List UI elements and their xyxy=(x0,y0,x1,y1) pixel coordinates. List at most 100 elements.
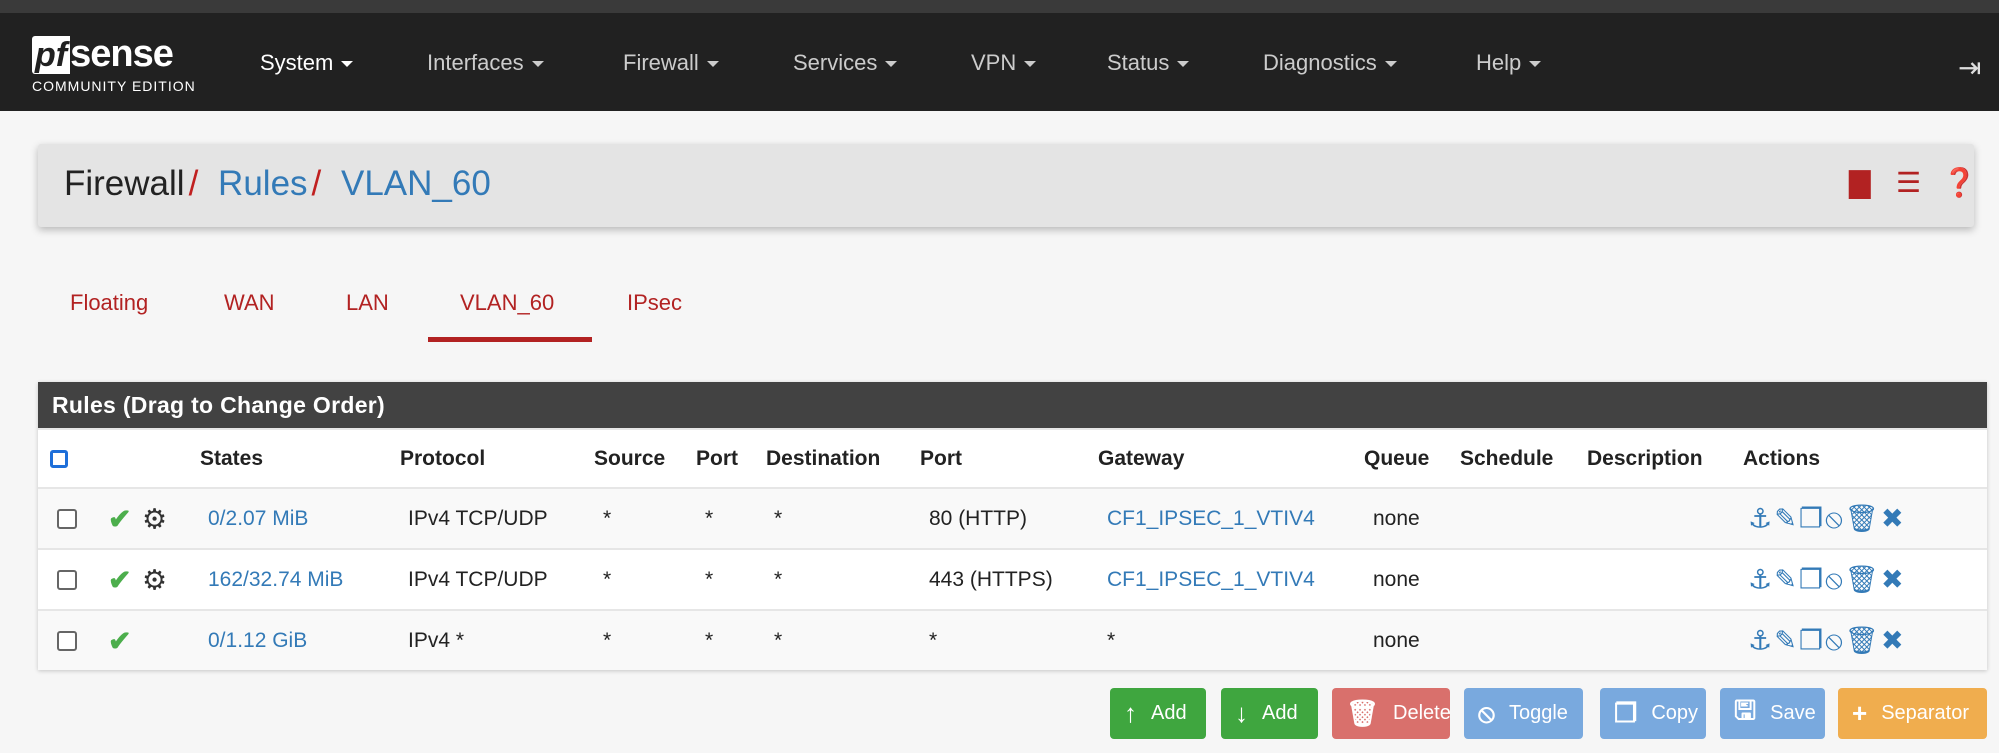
source: * xyxy=(603,506,612,530)
nav-diagnostics[interactable]: Diagnostics xyxy=(1263,50,1397,76)
nav-vpn[interactable]: VPN xyxy=(971,50,1037,76)
states-link[interactable]: 162/32.74 MiB xyxy=(208,567,344,591)
destination-port: 443 (HTTPS) xyxy=(929,567,1053,591)
select-all-checkbox[interactable] xyxy=(50,449,68,468)
queue: none xyxy=(1373,628,1420,652)
gear-icon[interactable]: ⚙ xyxy=(142,503,168,534)
source-port: * xyxy=(705,506,714,530)
list-icon[interactable]: ☰ xyxy=(1896,167,1922,198)
header-source-port: Port xyxy=(696,446,738,470)
nav-interfaces[interactable]: Interfaces xyxy=(427,50,544,76)
header-queue: Queue xyxy=(1364,446,1430,470)
save-button[interactable]: 🖫︎ Save xyxy=(1720,688,1825,739)
nav-help[interactable]: Help xyxy=(1476,50,1542,76)
protocol: IPv4 TCP/UDP xyxy=(408,567,548,591)
pencil-icon[interactable]: ✎ xyxy=(1774,503,1799,533)
ban-icon[interactable]: ⦸ xyxy=(1825,625,1845,655)
tab-vlan60[interactable]: VLAN_60 xyxy=(460,290,555,315)
anchor-icon[interactable]: ⚓︎ xyxy=(1748,625,1775,655)
destination: * xyxy=(774,506,783,530)
row-checkbox[interactable] xyxy=(57,630,77,651)
pencil-icon[interactable]: ✎ xyxy=(1774,564,1799,594)
queue: none xyxy=(1373,506,1420,530)
copy-icon[interactable]: ❐ xyxy=(1798,564,1826,594)
table-row[interactable]: ✔ 0/1.12 GiB IPv4 * * * * * * none ⚓︎✎❐⦸… xyxy=(38,609,1987,670)
row-actions: ⚓︎✎❐⦸🗑︎✖ xyxy=(1748,563,1906,596)
arrow-up-icon: ↑ xyxy=(1124,698,1137,728)
chart-icon[interactable]: ▇ xyxy=(1849,167,1871,198)
header-gateway: Gateway xyxy=(1098,446,1185,470)
nav-system[interactable]: System xyxy=(260,50,354,76)
destination-port: * xyxy=(929,628,938,652)
pencil-icon[interactable]: ✎ xyxy=(1774,625,1799,655)
caret-down-icon xyxy=(1024,61,1037,68)
delete-x-icon[interactable]: ✖ xyxy=(1880,503,1906,533)
source-port: * xyxy=(705,567,714,591)
caret-down-icon xyxy=(531,61,544,68)
gear-icon[interactable]: ⚙ xyxy=(142,564,168,595)
ban-icon: ⦸ xyxy=(1478,697,1495,728)
states-link[interactable]: 0/2.07 MiB xyxy=(208,506,309,530)
queue: none xyxy=(1373,567,1420,591)
breadcrumb-rules[interactable]: Rules xyxy=(218,164,308,203)
panel-title: Rules (Drag to Change Order) xyxy=(38,382,1987,428)
ban-icon[interactable]: ⦸ xyxy=(1825,503,1845,533)
header-description: Description xyxy=(1587,446,1703,470)
copy-icon[interactable]: ❐ xyxy=(1798,625,1826,655)
header-protocol: Protocol xyxy=(400,446,486,470)
logo-pf: pf xyxy=(32,36,71,74)
protocol: IPv4 * xyxy=(408,628,465,652)
toggle-button[interactable]: ⦸ Toggle xyxy=(1464,688,1583,739)
caret-down-icon xyxy=(885,61,898,68)
anchor-icon[interactable]: ⚓︎ xyxy=(1748,564,1775,594)
table-row[interactable]: ✔ ⚙ 0/2.07 MiB IPv4 TCP/UDP * * * 80 (HT… xyxy=(38,487,1987,548)
trash-icon[interactable]: 🗑︎ xyxy=(1844,625,1881,655)
navbar: pfsense COMMUNITY EDITION System Interfa… xyxy=(0,13,1999,111)
add-top-button[interactable]: ↑ Add xyxy=(1110,688,1206,739)
states-link[interactable]: 0/1.12 GiB xyxy=(208,628,308,652)
tab-floating[interactable]: Floating xyxy=(70,290,149,315)
table-row[interactable]: ✔ ⚙ 162/32.74 MiB IPv4 TCP/UDP * * * 443… xyxy=(38,548,1987,609)
check-icon[interactable]: ✔ xyxy=(108,503,132,534)
trash-icon[interactable]: 🗑︎ xyxy=(1844,503,1881,533)
delete-button[interactable]: 🗑︎ Delete xyxy=(1332,688,1451,739)
breadcrumb-panel: Firewall / Rules / VLAN_60 ▇ ☰ ❓ xyxy=(38,144,1977,227)
pfsense-logo[interactable]: pfsense COMMUNITY EDITION xyxy=(32,35,196,94)
delete-x-icon[interactable]: ✖ xyxy=(1880,625,1906,655)
logout-icon[interactable]: ⇥ xyxy=(1958,52,1982,83)
tab-wan[interactable]: WAN xyxy=(224,290,275,315)
row-checkbox[interactable] xyxy=(57,508,77,529)
ban-icon[interactable]: ⦸ xyxy=(1825,564,1845,594)
nav-services[interactable]: Services xyxy=(793,50,898,76)
source: * xyxy=(603,628,612,652)
anchor-icon[interactable]: ⚓︎ xyxy=(1748,503,1775,533)
copy-button[interactable]: ❐ Copy xyxy=(1600,688,1706,739)
caret-down-icon xyxy=(1177,61,1190,68)
check-icon[interactable]: ✔ xyxy=(108,564,132,595)
breadcrumb-firewall: Firewall xyxy=(64,164,185,203)
logo-sense: sense xyxy=(70,33,174,75)
trash-icon: 🗑︎ xyxy=(1346,698,1380,728)
check-icon[interactable]: ✔ xyxy=(108,625,132,656)
destination: * xyxy=(774,628,783,652)
row-actions: ⚓︎✎❐⦸🗑︎✖ xyxy=(1748,624,1906,657)
tab-ipsec[interactable]: IPsec xyxy=(627,290,683,315)
add-bottom-button[interactable]: ↓ Add xyxy=(1221,688,1318,739)
plus-icon: + xyxy=(1852,698,1868,728)
delete-x-icon[interactable]: ✖ xyxy=(1880,564,1906,594)
copy-icon[interactable]: ❐ xyxy=(1798,503,1826,533)
source: * xyxy=(603,567,612,591)
add-separator-button[interactable]: + Separator xyxy=(1838,688,1987,739)
breadcrumb-vlan60[interactable]: VLAN_60 xyxy=(341,164,491,203)
rules-panel: Rules (Drag to Change Order) States Prot… xyxy=(38,382,1987,670)
nav-firewall[interactable]: Firewall xyxy=(623,50,719,76)
gateway[interactable]: CF1_IPSEC_1_VTIV4 xyxy=(1107,567,1315,591)
tab-lan[interactable]: LAN xyxy=(346,290,389,315)
row-checkbox[interactable] xyxy=(57,569,77,590)
header-actions: Actions xyxy=(1743,446,1821,470)
help-icon[interactable]: ❓ xyxy=(1942,167,1977,198)
nav-status[interactable]: Status xyxy=(1107,50,1190,76)
row-actions: ⚓︎✎❐⦸🗑︎✖ xyxy=(1748,502,1906,535)
gateway[interactable]: CF1_IPSEC_1_VTIV4 xyxy=(1107,506,1315,530)
trash-icon[interactable]: 🗑︎ xyxy=(1844,564,1881,594)
